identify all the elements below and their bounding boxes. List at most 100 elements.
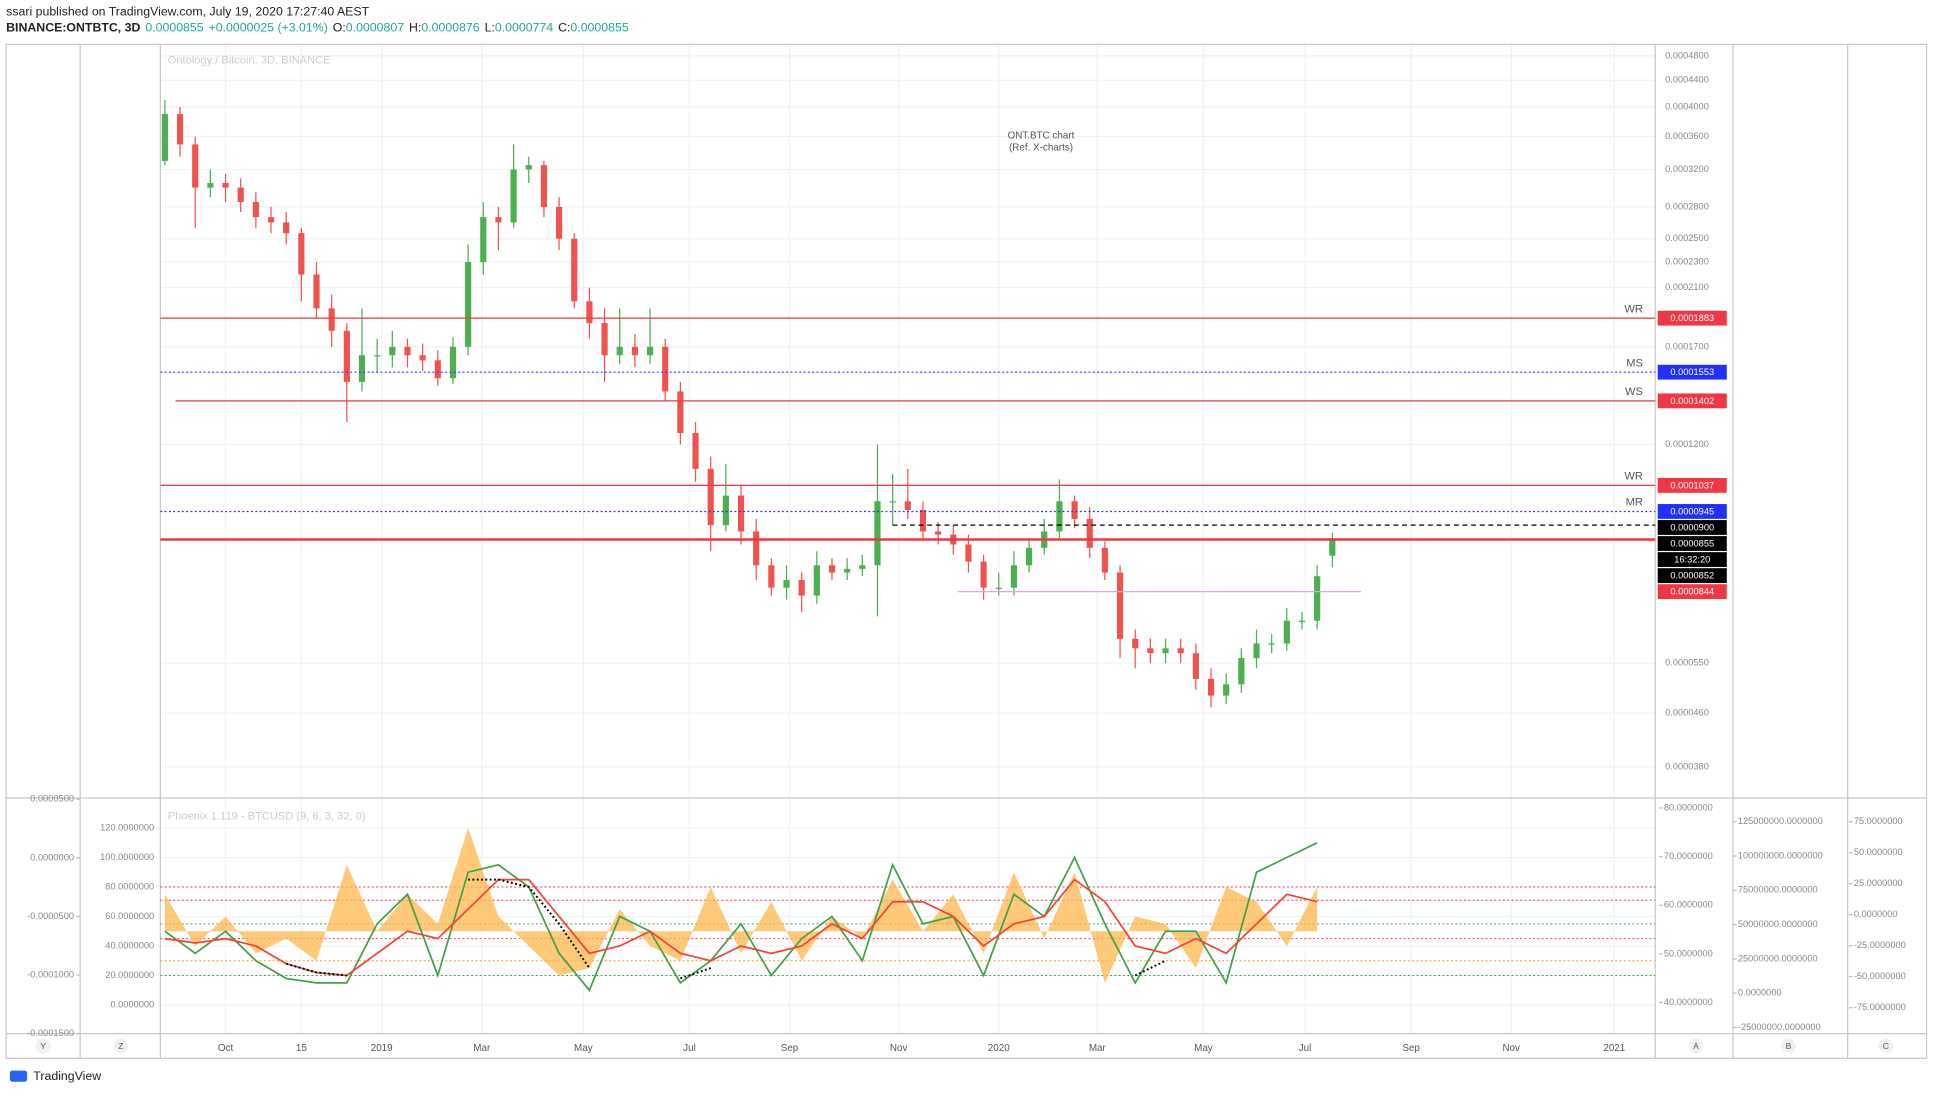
- y-tick-label: 75000000.0000000: [1738, 885, 1818, 895]
- y-tick-label: 0.0000500: [30, 794, 74, 804]
- candle-body: [798, 580, 805, 596]
- x-tick-label: Jul: [683, 1043, 696, 1054]
- panel-label: A: [1693, 1041, 1699, 1051]
- y-tick-label: -0.0001500: [27, 1028, 74, 1038]
- x-tick-label: 2021: [1603, 1043, 1625, 1054]
- y-tick-label: 0.0004400: [1665, 75, 1709, 85]
- logo: TradingView: [9, 1069, 101, 1083]
- candle-body: [1026, 547, 1033, 566]
- candle-body: [343, 330, 350, 382]
- price-tag: [1657, 478, 1727, 493]
- ohlc-value: 0.0000807: [346, 21, 404, 35]
- candle-body: [737, 495, 745, 532]
- y-tick-label: 0.0000000: [1738, 988, 1782, 998]
- y-tick-label: 0.0000000: [1854, 909, 1898, 919]
- candle-body: [1177, 648, 1184, 654]
- x-tick-label: Jul: [1299, 1043, 1312, 1054]
- annotation: (Ref. X-charts): [1009, 143, 1073, 154]
- y-tick-label: 0.0000380: [1665, 761, 1709, 771]
- price-tag: [1657, 568, 1727, 583]
- level-label: MS: [1626, 357, 1643, 369]
- y-tick-label: 80.0000000: [1664, 802, 1713, 812]
- indicator-line: [164, 841, 1318, 992]
- candle-body: [813, 565, 820, 596]
- candle-body: [252, 201, 259, 218]
- indicator-line: [285, 878, 1166, 980]
- candle-body: [237, 187, 244, 202]
- y-tick-label: -75.0000000: [1854, 1002, 1906, 1012]
- symbol: BINANCE:ONTBTC, 3D: [6, 21, 140, 35]
- price-tag-label: 0.0000852: [1670, 571, 1714, 581]
- candle-body: [965, 544, 972, 562]
- ohlc-value: 0.0000855: [570, 21, 628, 35]
- candle-body: [556, 206, 563, 239]
- y-tick-label: -0.0001000: [27, 969, 74, 979]
- y-tick-label: 0.0004800: [1665, 50, 1709, 60]
- y-tick-label: 0.0001700: [1665, 341, 1709, 351]
- candle-body: [267, 217, 275, 223]
- x-tick-label: 2019: [371, 1043, 393, 1054]
- price-tag-label: 0.0000855: [1670, 539, 1714, 549]
- x-tick-label: May: [574, 1043, 593, 1054]
- candle-body: [1223, 684, 1230, 696]
- candle-body: [358, 355, 366, 382]
- candle-body: [828, 565, 836, 573]
- candle-body: [677, 391, 684, 434]
- candle-body: [1253, 643, 1260, 659]
- price-tag-label: 0.0001402: [1670, 396, 1714, 406]
- candle-body: [510, 169, 517, 223]
- indicator-title: Phoenix 1.119 - BTCUSD (9, 6, 3, 32, 0): [168, 810, 366, 822]
- y-tick-label: 50.0000000: [1664, 948, 1713, 958]
- y-tick-label: 0.0000550: [1665, 658, 1709, 668]
- candle-body: [192, 144, 199, 188]
- y-tick-label: 0.0002800: [1665, 201, 1709, 211]
- candle-body: [298, 233, 305, 275]
- candle-body: [1192, 653, 1199, 679]
- candle-body: [1268, 643, 1275, 645]
- y-tick-label: 0.0003600: [1665, 131, 1709, 141]
- x-tick-label: 2020: [988, 1043, 1010, 1054]
- candle-body: [874, 501, 881, 566]
- y-tick-label: 50.0000000: [1854, 847, 1903, 857]
- panel-label: B: [1786, 1041, 1792, 1051]
- symbol-line: BINANCE:ONTBTC, 3D 0.0000855 +0.0000025 (+…: [6, 21, 629, 35]
- y-tick-label: 120.0000000: [100, 822, 154, 832]
- price-tag-label: 0.0000945: [1670, 507, 1714, 517]
- panel-badge: [113, 1038, 129, 1054]
- candle-body: [222, 182, 229, 188]
- ohlc-label: O:: [333, 21, 346, 35]
- candle-body: [662, 346, 669, 392]
- y-tick-label: 0.0000460: [1665, 708, 1709, 718]
- level-label: MR: [1626, 497, 1643, 509]
- candle-body: [1071, 501, 1078, 519]
- y-tick-label: 0.0002500: [1665, 233, 1709, 243]
- candle-body: [1238, 658, 1245, 685]
- candle-body: [449, 346, 457, 379]
- price-tag: [1657, 520, 1727, 535]
- candle-body: [495, 217, 502, 223]
- y-tick-label: 0.0002300: [1665, 257, 1709, 267]
- y-tick-label: 25.0000000: [1854, 878, 1903, 888]
- y-tick-label: 80.0000000: [105, 881, 154, 891]
- price-tag-label: 0.0001883: [1670, 313, 1714, 323]
- candle-body: [404, 346, 411, 356]
- price-tag: [1657, 536, 1727, 551]
- candle-body: [631, 346, 638, 356]
- price-tag-label: 0.0000900: [1670, 523, 1714, 533]
- y-tick-label: 40.0000000: [1664, 997, 1713, 1007]
- candle-body: [540, 165, 548, 207]
- footer-brand[interactable]: TradingView: [33, 1069, 101, 1083]
- x-tick-label: Nov: [1502, 1043, 1520, 1054]
- x-tick-label: May: [1194, 1043, 1213, 1054]
- candle-body: [616, 346, 623, 356]
- ohlc-label: C:: [558, 21, 570, 35]
- watermark: Ontology / Bitcoin, 3D, BINANCE: [168, 54, 331, 66]
- y-tick-label: 0.0000000: [110, 999, 154, 1009]
- candle-body: [1086, 518, 1093, 548]
- y-tick-label: 50000000.0000000: [1738, 919, 1818, 929]
- candle-body: [722, 495, 729, 526]
- change: +0.0000025 (+3.01%): [209, 21, 328, 35]
- y-tick-label: 100.0000000: [100, 852, 154, 862]
